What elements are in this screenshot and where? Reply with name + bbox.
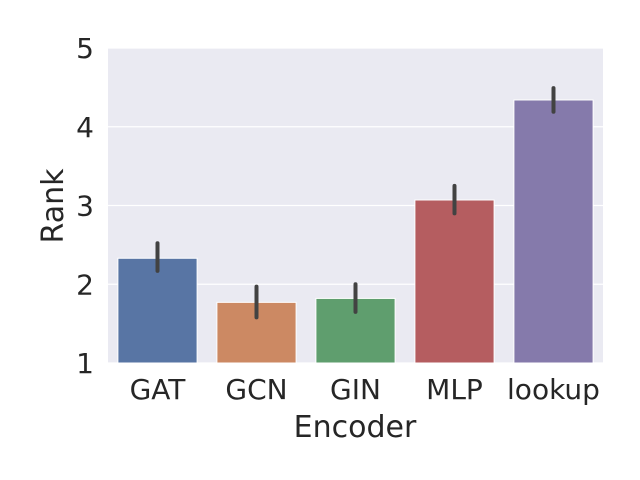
error-bars <box>155 86 556 320</box>
bar-gat <box>117 257 198 364</box>
x-tick-labels: GAT GCN GIN MLP lookup <box>130 373 600 406</box>
y-tick-label: 1 <box>76 347 94 380</box>
y-tick-label: 4 <box>76 111 94 144</box>
y-tick-labels: 1 2 3 4 5 <box>76 32 94 380</box>
x-tick-label: GCN <box>225 373 287 406</box>
x-tick-label: GAT <box>130 373 187 406</box>
x-tick-label: lookup <box>507 373 600 406</box>
y-tick-label: 2 <box>76 268 94 301</box>
x-tick-label: MLP <box>426 373 483 406</box>
y-axis-label: Rank <box>36 168 71 244</box>
bar-lookup <box>513 99 594 364</box>
y-tick-label: 5 <box>76 32 94 65</box>
x-tick-label: GIN <box>330 373 381 406</box>
bar-mlp <box>414 199 495 364</box>
y-tick-label: 3 <box>76 190 94 223</box>
x-axis-label: Encoder <box>294 410 417 445</box>
